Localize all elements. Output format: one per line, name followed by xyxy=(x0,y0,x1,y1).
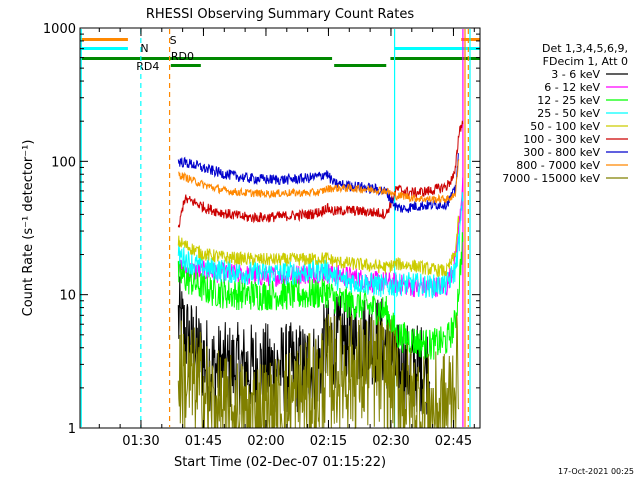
legend-item-label: 100 - 300 keV xyxy=(523,133,600,146)
x-axis: 01:30 01:45 02:00 02:15 02:30 02:45 xyxy=(98,28,475,449)
plot-frame xyxy=(79,27,481,429)
y-tick-label: 1000 xyxy=(43,22,76,37)
x-tick-label: 02:00 xyxy=(247,434,284,449)
legend-item-label: 6 - 12 keV xyxy=(544,81,600,94)
y-tick-label: 1 xyxy=(68,422,76,437)
x-tick-label: 02:45 xyxy=(435,434,472,449)
legend-item-label: 25 - 50 keV xyxy=(537,107,600,120)
timestamp: 17-Oct-2021 00:25 xyxy=(558,467,634,476)
legend: Det 1,3,4,5,6,9,FDecim 1, Att 03 - 6 keV… xyxy=(502,42,628,185)
flag-bar-n xyxy=(80,47,128,50)
flag-bar-s xyxy=(461,38,480,41)
legend-header: Det 1,3,4,5,6,9, xyxy=(542,42,628,55)
flag-label-s: S xyxy=(170,34,177,47)
y-axis: 1 10 100 1000 xyxy=(43,22,480,437)
x-tick-label: 01:30 xyxy=(122,434,159,449)
flag-bar-s xyxy=(80,38,128,41)
flag-label-rd0: RD0 xyxy=(171,50,194,63)
series-group xyxy=(177,120,464,430)
attenuator-lines xyxy=(80,29,471,427)
series-line xyxy=(177,215,460,277)
series-line xyxy=(178,159,460,204)
series-line xyxy=(177,120,464,228)
flag-bar-n xyxy=(394,47,480,50)
x-tick-label: 01:45 xyxy=(185,434,222,449)
x-tick-label: 02:15 xyxy=(310,434,347,449)
legend-item-label: 12 - 25 keV xyxy=(537,94,600,107)
flag-bar-rd0 xyxy=(390,57,480,60)
legend-item-label: 7000 - 15000 keV xyxy=(502,172,600,185)
flag-bars: S N RD0 RD4 xyxy=(80,34,480,73)
series-line xyxy=(177,232,464,360)
flag-bar-rd4 xyxy=(170,64,201,67)
x-tick-label: 02:30 xyxy=(372,434,409,449)
legend-header: FDecim 1, Att 0 xyxy=(543,55,628,68)
flag-bar-rd4 xyxy=(334,64,387,67)
legend-item-label: 800 - 7000 keV xyxy=(516,159,600,172)
chart-title: RHESSI Observing Summary Count Rates xyxy=(146,7,415,22)
flag-label-rd4: RD4 xyxy=(136,60,159,73)
flag-label-n: N xyxy=(140,42,148,55)
legend-item-label: 50 - 100 keV xyxy=(530,120,600,133)
y-tick-label: 100 xyxy=(51,155,76,170)
legend-item-label: 300 - 800 keV xyxy=(523,146,600,159)
flag-bar-rd0 xyxy=(80,57,333,60)
legend-item-label: 3 - 6 keV xyxy=(551,68,600,81)
y-axis-label: Count Rate (s⁻¹ detector⁻¹) xyxy=(21,140,36,317)
series-line xyxy=(177,192,464,299)
y-tick-label: 10 xyxy=(59,289,76,304)
x-axis-label: Start Time (02-Dec-07 01:15:22) xyxy=(174,455,386,470)
series-line xyxy=(177,153,459,214)
series-line xyxy=(177,314,460,430)
